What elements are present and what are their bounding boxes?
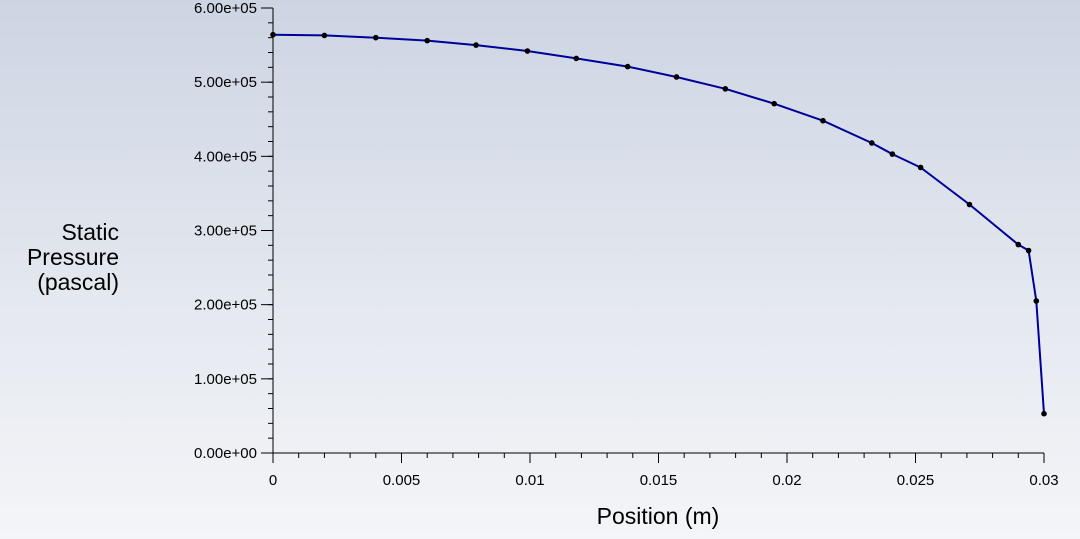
data-point <box>573 55 580 62</box>
data-point <box>321 32 328 39</box>
data-point <box>1025 247 1032 254</box>
x-tick-label: 0.005 <box>383 472 421 489</box>
x-tick-label: 0.03 <box>1029 472 1058 489</box>
data-point <box>524 48 531 54</box>
x-tick-label: 0.01 <box>515 472 544 489</box>
data-point <box>820 117 826 124</box>
data-point <box>473 42 479 48</box>
data-point <box>424 37 431 44</box>
y-axis-title-line-2: Pressure <box>27 244 119 270</box>
y-tick-label: 5.00e+05 <box>194 74 257 91</box>
data-point <box>889 151 896 157</box>
y-tick-label: 3.00e+05 <box>194 223 257 240</box>
y-tick-label: 4.00e+05 <box>194 148 257 165</box>
x-axis-title: Position (m) <box>597 503 720 529</box>
data-point <box>869 140 875 146</box>
data-point <box>1015 241 1022 248</box>
data-point <box>917 164 924 171</box>
data-point <box>624 63 631 70</box>
data-point <box>673 74 680 80</box>
series-layer <box>270 31 1047 417</box>
x-tick-label: 0.015 <box>640 472 678 489</box>
y-tick-label: 6.00e+05 <box>194 0 257 17</box>
y-tick-label: 1.00e+05 <box>194 371 257 388</box>
x-tick-label: 0.02 <box>772 472 801 489</box>
data-point <box>373 34 379 41</box>
data-point <box>771 100 777 107</box>
y-axis-title-line-1: Static <box>61 219 119 245</box>
y-tick-label: 0.00e+00 <box>194 445 257 462</box>
x-tick-label: 0 <box>269 472 277 489</box>
axes: 0.00e+00 1.00e+05 2.00e+05 3.00e+05 4.00e+05… <box>194 0 1059 489</box>
data-point <box>1033 298 1040 304</box>
data-point <box>722 86 729 92</box>
x-tick-label: 0.025 <box>897 472 935 489</box>
data-point <box>1041 410 1047 417</box>
y-tick-label: 2.00e+05 <box>194 297 257 314</box>
data-point <box>966 201 973 208</box>
series-line <box>272 33 1045 414</box>
y-axis-title-line-3: (pascal) <box>37 269 119 295</box>
data-point <box>270 31 276 38</box>
